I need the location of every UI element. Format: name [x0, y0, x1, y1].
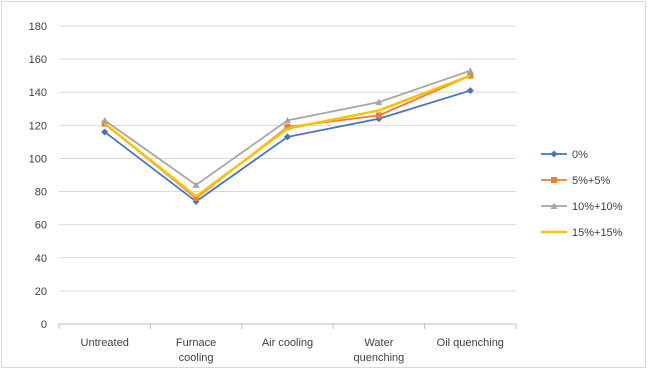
series-15-15 — [103, 74, 471, 198]
y-axis-ticks: 0 20 40 60 80 100 120 140 160 180 — [29, 21, 47, 331]
data-point — [193, 195, 200, 202]
series-10-10 — [101, 67, 474, 188]
data-point — [284, 123, 291, 130]
data-point — [284, 133, 291, 141]
data-point — [101, 128, 109, 136]
legend-item: 0% — [541, 149, 588, 161]
legend-label: 10%+10% — [572, 201, 623, 213]
legend-label: 15%+15% — [572, 227, 623, 239]
legend: 0% 5%+5% 10%+10% 15%+15% — [541, 149, 623, 239]
legend-label: 0% — [572, 149, 588, 161]
data-point — [284, 116, 291, 124]
y-tick-label: 40 — [35, 253, 47, 265]
data-point — [466, 87, 474, 95]
x-axis-ticks: Untreated Furnace cooling Air cooling Water q… — [58, 324, 517, 364]
y-tick-label: 60 — [35, 220, 47, 232]
data-point — [550, 150, 558, 158]
series-line — [103, 74, 471, 198]
y-tick-label: 80 — [35, 187, 47, 199]
x-tick-label: Air cooling — [262, 337, 313, 349]
y-tick-label: 100 — [29, 153, 47, 165]
data-point — [375, 112, 382, 119]
x-tick-label: quenching — [354, 352, 405, 364]
series-line — [104, 89, 471, 203]
y-tick-label: 160 — [29, 54, 47, 66]
series-0 — [101, 87, 474, 205]
y-tick-label: 20 — [35, 286, 47, 298]
y-tick-label: 180 — [29, 21, 47, 33]
series-group — [101, 67, 474, 205]
x-tick-label: Untreated — [81, 337, 129, 349]
x-tick-label: cooling — [179, 352, 214, 364]
x-tick-label: Furnace — [176, 337, 216, 349]
y-tick-label: 0 — [41, 319, 47, 331]
data-point — [375, 98, 383, 106]
data-point — [550, 202, 558, 209]
data-point — [466, 67, 474, 74]
data-point — [551, 177, 557, 183]
data-point — [192, 181, 200, 188]
data-point — [101, 116, 109, 124]
gridlines — [59, 25, 516, 325]
x-tick-label: Oil quenching — [437, 337, 504, 349]
legend-item: 15%+15% — [541, 227, 623, 239]
x-tick-label: Water — [364, 337, 393, 349]
legend-item: 5%+5% — [541, 175, 610, 187]
y-tick-label: 120 — [29, 120, 47, 132]
legend-label: 5%+5% — [572, 175, 610, 187]
y-tick-label: 140 — [29, 87, 47, 99]
legend-item: 10%+10% — [541, 201, 623, 213]
